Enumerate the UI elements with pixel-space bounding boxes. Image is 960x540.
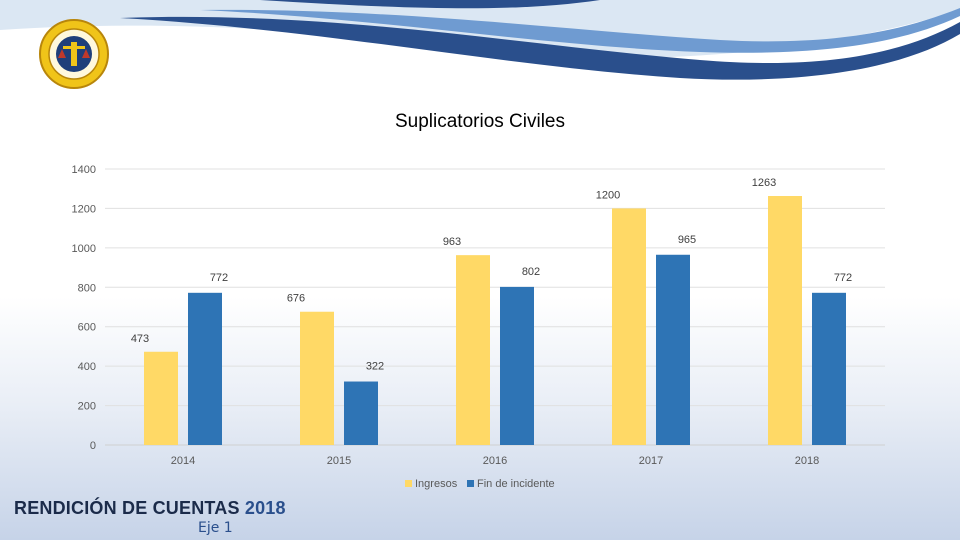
- x-tick-label: 2016: [483, 455, 507, 467]
- bar-ingresos-2017: [612, 208, 646, 445]
- seal-logo-icon: [39, 19, 109, 89]
- data-label-fin-2018: 772: [834, 272, 852, 284]
- x-tick-label: 2015: [327, 455, 351, 467]
- data-label-fin-2014: 772: [210, 272, 228, 284]
- data-label-ingresos-2014: 473: [131, 333, 149, 345]
- gridlines: [105, 168, 885, 446]
- x-tick-label: 2017: [639, 455, 663, 467]
- swoosh-band-dark: [120, 16, 960, 80]
- bars: [144, 196, 846, 445]
- footer-title: RENDICIÓN DE CUENTAS 2018: [14, 498, 286, 519]
- bar-ingresos-2014: [144, 351, 178, 445]
- bar-fin-2014: [188, 292, 222, 445]
- y-tick-label: 1000: [72, 243, 96, 255]
- y-tick-label: 400: [78, 361, 96, 373]
- bar-fin-2017: [656, 254, 690, 445]
- data-label-fin-2015: 322: [366, 361, 384, 373]
- data-label-fin-2016: 802: [522, 266, 540, 278]
- y-tick-label: 1400: [72, 164, 96, 176]
- swoosh-band-top: [260, 0, 600, 9]
- data-label-fin-2017: 965: [678, 234, 696, 246]
- legend-swatch-fin: [467, 480, 474, 487]
- header-swoosh: [0, 0, 960, 80]
- data-label-ingresos-2015: 676: [287, 293, 305, 305]
- chart-title: Suplicatorios Civiles: [395, 111, 565, 132]
- legend-label-ingresos: Ingresos: [415, 478, 458, 490]
- legend-label-fin: Fin de incidente: [477, 478, 555, 490]
- footer-subtitle: Eje 1: [198, 520, 233, 536]
- y-axis: 0 200 400 600 800 1000 1200 1400: [72, 164, 96, 452]
- data-label-ingresos-2018: 1263: [752, 177, 776, 189]
- data-labels: 473 772 676 322 963 802 1200 965 1263 772: [131, 177, 852, 373]
- bar-ingresos-2015: [300, 311, 334, 445]
- y-tick-label: 1200: [72, 203, 96, 215]
- swoosh-band-mid: [200, 8, 960, 53]
- data-label-ingresos-2016: 963: [443, 236, 461, 248]
- y-tick-label: 800: [78, 282, 96, 294]
- x-axis: 2014 2015 2016 2017 2018: [171, 455, 819, 467]
- legend: Ingresos Fin de incidente: [405, 478, 555, 490]
- y-tick-label: 600: [78, 322, 96, 334]
- y-tick-label: 0: [90, 440, 96, 452]
- bar-fin-2018: [812, 292, 846, 445]
- data-label-ingresos-2017: 1200: [596, 189, 620, 201]
- footer-title-main: RENDICIÓN DE CUENTAS: [14, 498, 240, 518]
- bar-chart: Suplicatorios Civiles 0 200 400 600 800 1000 1…: [72, 111, 885, 490]
- footer-title-year: 2018: [244, 498, 286, 518]
- bar-fin-2016: [500, 286, 534, 445]
- x-tick-label: 2014: [171, 455, 195, 467]
- bar-ingresos-2018: [768, 196, 802, 445]
- y-tick-label: 200: [78, 401, 96, 413]
- legend-swatch-ingresos: [405, 480, 412, 487]
- bar-fin-2015: [344, 381, 378, 445]
- bar-ingresos-2016: [456, 255, 490, 445]
- x-tick-label: 2018: [795, 455, 819, 467]
